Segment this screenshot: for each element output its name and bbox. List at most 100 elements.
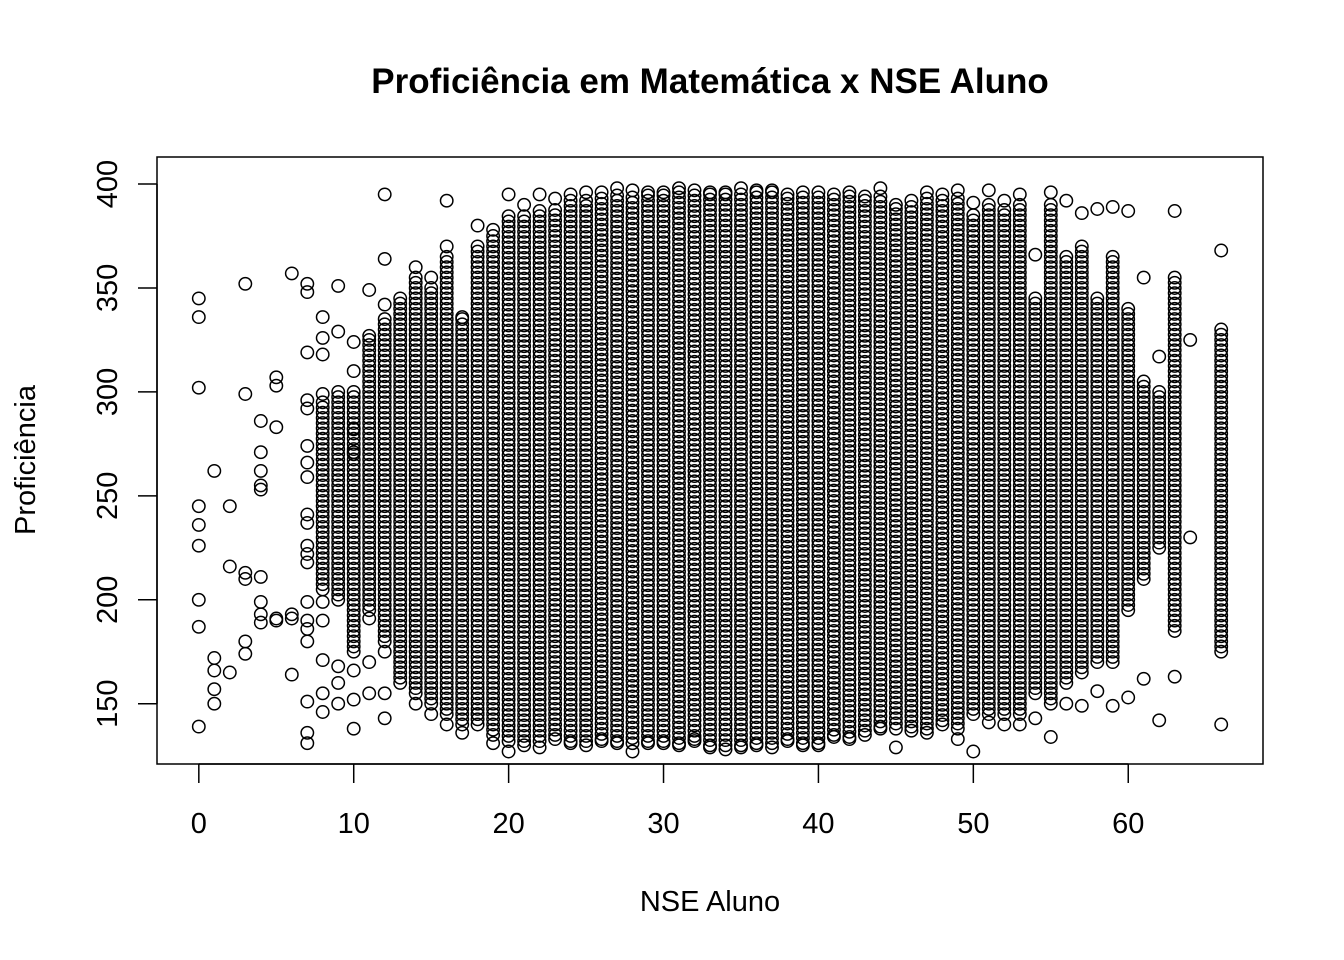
data-point: [857, 593, 872, 608]
data-point: [904, 438, 919, 453]
data-point: [1074, 566, 1089, 581]
data-point: [857, 515, 872, 530]
data-point: [1012, 301, 1027, 316]
data-point: [1074, 655, 1089, 670]
data-point: [718, 249, 733, 264]
data-point: [563, 339, 578, 354]
data-point: [826, 384, 841, 399]
data-point: [749, 569, 764, 584]
data-point: [1074, 327, 1089, 342]
data-point: [826, 639, 841, 654]
data-point: [439, 462, 454, 477]
data-point: [687, 573, 702, 587]
data-point: [532, 703, 547, 717]
data-point: [765, 476, 779, 491]
data-point: [1136, 462, 1151, 477]
data-point: [455, 348, 470, 363]
data-point: [919, 643, 934, 658]
data-point: [734, 405, 748, 420]
data-point: [672, 543, 686, 558]
data-point: [857, 510, 872, 525]
data-point: [393, 421, 408, 436]
data-point: [718, 203, 733, 217]
data-point: [486, 296, 501, 311]
data-point: [888, 212, 903, 227]
data-point: [331, 384, 346, 399]
data-point: [765, 606, 779, 621]
data-point: [888, 545, 903, 559]
data-point: [811, 497, 826, 512]
data-point: [501, 360, 516, 374]
data-point: [718, 566, 733, 581]
data-point: [919, 305, 934, 320]
data-point: [718, 447, 733, 462]
data-point: [393, 447, 408, 462]
data-point: [997, 390, 1012, 405]
data-point: [935, 625, 950, 639]
data-point: [703, 473, 717, 488]
data-point: [718, 639, 733, 654]
data-point: [377, 317, 392, 332]
data-point: [362, 400, 377, 415]
data-point: [780, 279, 795, 294]
data-point: [486, 275, 501, 290]
data-point: [718, 436, 733, 451]
data-point: [718, 540, 733, 555]
data-point: [1105, 348, 1120, 363]
data-point: [1012, 488, 1027, 503]
data-point: [1059, 410, 1074, 425]
data-point: [1059, 301, 1074, 316]
data-point: [842, 283, 857, 297]
data-point: [703, 442, 717, 457]
data-point: [424, 639, 439, 654]
data-point: [687, 193, 702, 208]
data-point: [935, 489, 950, 504]
data-point: [888, 269, 903, 284]
data-point: [842, 381, 857, 396]
data-point: [842, 392, 857, 407]
data-point: [393, 670, 408, 685]
data-point: [1059, 525, 1074, 540]
data-point: [424, 462, 439, 477]
data-point: [811, 341, 826, 356]
data-point: [1105, 317, 1120, 332]
data-point: [455, 483, 470, 498]
data-point: [904, 293, 919, 308]
data-point: [470, 260, 485, 275]
data-point: [795, 206, 810, 221]
data-point: [455, 712, 470, 727]
data-point: [455, 384, 470, 399]
data-point: [1012, 426, 1027, 441]
data-point: [795, 398, 810, 413]
data-point: [1059, 660, 1074, 675]
data-point: [780, 596, 795, 611]
data-point: [935, 682, 950, 697]
data-point: [842, 225, 857, 240]
data-point: [625, 434, 640, 449]
data-point: [981, 395, 996, 410]
data-point: [842, 480, 857, 495]
data-point: [486, 478, 501, 493]
data-point: [950, 539, 965, 554]
data-point: [517, 583, 532, 598]
data-point: [734, 395, 748, 410]
data-point: [517, 573, 532, 587]
data-point: [315, 499, 330, 514]
data-point: [1012, 649, 1027, 664]
data-point: [981, 478, 996, 493]
data-point: [1043, 296, 1058, 311]
data-point: [377, 327, 392, 342]
data-point: [548, 317, 563, 332]
data-point: [935, 266, 950, 281]
data-point: [424, 426, 439, 441]
data-point: [470, 592, 485, 607]
data-point: [718, 649, 733, 664]
data-point: [641, 578, 655, 593]
data-point: [811, 528, 826, 543]
data-point: [1105, 421, 1120, 436]
data-point: [1105, 265, 1120, 280]
data-point: [579, 417, 594, 432]
data-point: [315, 426, 330, 441]
data-point: [981, 587, 996, 602]
data-point: [935, 635, 950, 650]
